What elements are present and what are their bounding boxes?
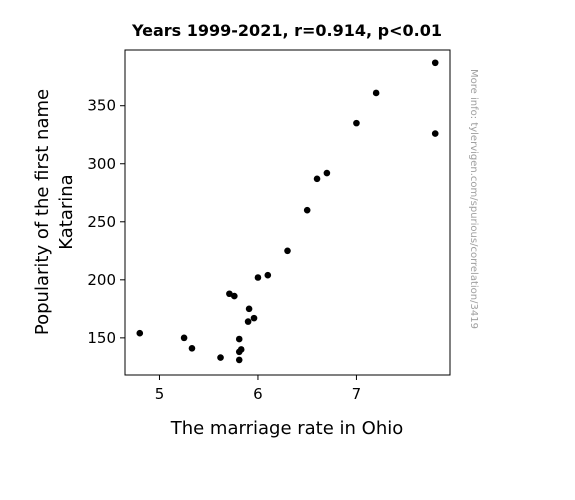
data-point [245, 305, 253, 313]
data-point [244, 318, 252, 325]
data-point [313, 175, 321, 183]
y-axis: 150 200 250 300 350 [87, 97, 125, 347]
data-point [226, 290, 233, 298]
y-tick-label: 150 [87, 329, 116, 347]
x-tick-label: 6 [253, 385, 263, 403]
x-tick-label: 5 [155, 385, 165, 403]
chart-title: Years 1999-2021, r=0.914, p<0.01 [131, 21, 442, 40]
data-point [235, 335, 243, 343]
data-point [323, 169, 331, 177]
data-point [180, 334, 188, 342]
data-point [372, 89, 380, 97]
x-axis: 5 6 7 [155, 375, 362, 403]
data-point [136, 329, 144, 337]
source-note: More info: tylervigen.com/spurious/corre… [468, 69, 479, 329]
data-point [284, 247, 291, 255]
y-tick-label: 200 [87, 271, 116, 289]
data-point [431, 59, 439, 67]
data-point [237, 346, 245, 353]
y-tick-label: 250 [87, 213, 116, 231]
data-point [303, 206, 311, 214]
y-tick-label: 350 [87, 97, 116, 115]
data-point [254, 274, 262, 281]
data-points [136, 59, 439, 364]
y-tick-label: 300 [87, 155, 116, 173]
y-axis-label-line-2: Katarina [56, 174, 77, 249]
data-point [217, 354, 224, 361]
plot-area [124, 49, 451, 376]
data-point [431, 130, 439, 137]
data-point [250, 314, 258, 322]
data-point [188, 345, 196, 352]
data-point [231, 292, 238, 300]
x-tick-label: 7 [352, 385, 362, 403]
x-axis-label: The marriage rate in Ohio [170, 418, 404, 439]
data-point [264, 271, 272, 279]
data-point [235, 356, 243, 364]
data-point [353, 119, 360, 127]
y-axis-label-line-1: Popularity of the first name [32, 89, 53, 335]
